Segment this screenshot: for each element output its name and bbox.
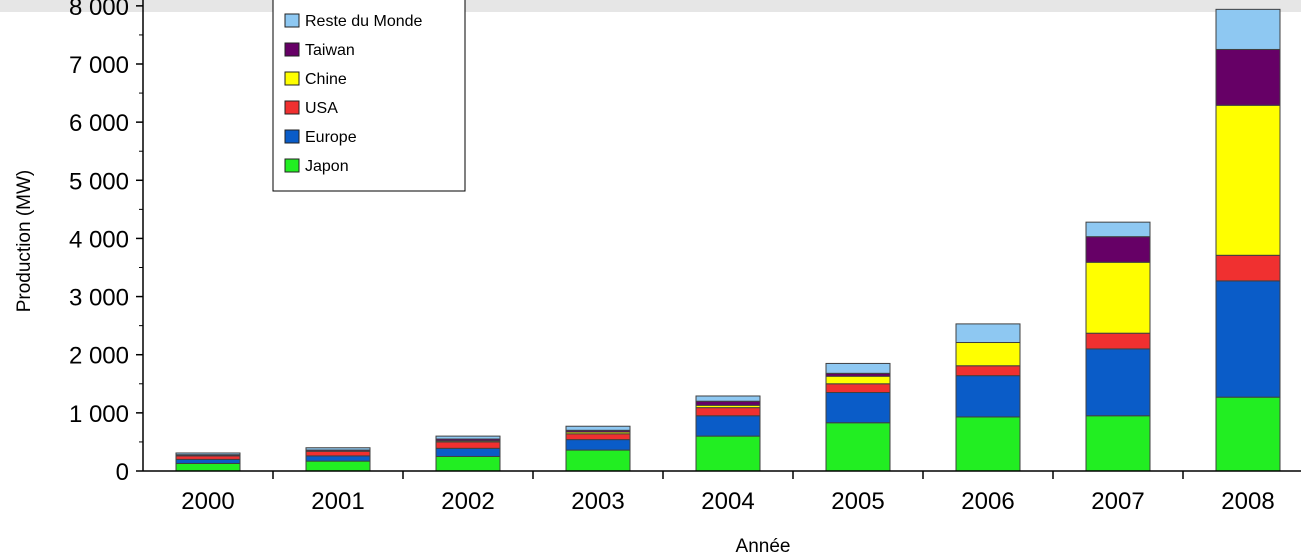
y-axis-label: Production (MW) bbox=[14, 170, 35, 313]
legend-swatch bbox=[284, 71, 300, 86]
bar-segment bbox=[305, 450, 371, 457]
legend-swatch bbox=[284, 158, 300, 173]
bar-segment bbox=[565, 449, 631, 472]
bar-segment bbox=[1215, 104, 1281, 256]
bar-segment bbox=[825, 422, 891, 472]
x-tick-label: 2001 bbox=[311, 488, 364, 515]
x-tick-label: 2005 bbox=[831, 488, 884, 515]
bar-segment bbox=[1215, 254, 1281, 282]
bar-segment bbox=[825, 383, 891, 394]
bar-segment bbox=[435, 455, 501, 472]
x-tick-label: 2008 bbox=[1221, 488, 1274, 515]
legend-swatch bbox=[284, 13, 300, 28]
legend-entry-label: Taiwan bbox=[305, 42, 355, 59]
bar-segment bbox=[305, 460, 371, 472]
y-tick-label: 1 000 bbox=[69, 401, 129, 428]
bar-segment bbox=[1085, 261, 1151, 334]
bar-segment bbox=[695, 407, 761, 417]
bar-segment bbox=[825, 392, 891, 424]
bar-segment bbox=[565, 425, 631, 431]
bar-segment bbox=[955, 323, 1021, 344]
bar-segment bbox=[955, 365, 1021, 377]
bar-segment bbox=[565, 439, 631, 451]
bar-segment bbox=[175, 452, 241, 456]
bar-segment bbox=[1215, 8, 1281, 50]
bar-segment bbox=[955, 342, 1021, 367]
y-tick-label: 2 000 bbox=[69, 343, 129, 370]
legend-box bbox=[272, 0, 466, 192]
bar-segment bbox=[1215, 280, 1281, 398]
legend-entry-label: USA bbox=[305, 100, 338, 117]
bar-segment bbox=[565, 433, 631, 441]
bar-segment bbox=[955, 416, 1021, 472]
bar-segment bbox=[305, 447, 371, 451]
bar-segment bbox=[955, 375, 1021, 418]
bars-layer bbox=[175, 8, 1281, 472]
bar-segment bbox=[435, 441, 501, 449]
top-banner bbox=[0, 0, 1301, 12]
bar-segment bbox=[175, 458, 241, 464]
bar-segment bbox=[1215, 396, 1281, 472]
x-tick-label: 2007 bbox=[1091, 488, 1144, 515]
axes-layer: 0 1 000 2 000 3 000 4 000 5 000 6 000 7 000 8 00… bbox=[69, 0, 1301, 515]
bar-segment bbox=[435, 435, 501, 440]
bar-segment bbox=[695, 395, 761, 402]
bar-segment bbox=[695, 435, 761, 472]
bar-segment bbox=[175, 462, 241, 472]
x-tick-label: 2004 bbox=[701, 488, 754, 515]
y-tick-label: 6 000 bbox=[69, 110, 129, 137]
legend-entry-label: Japon bbox=[305, 158, 349, 175]
bar-segment bbox=[695, 400, 761, 406]
bar-segment bbox=[175, 455, 241, 460]
y-tick-label: 4 000 bbox=[69, 226, 129, 253]
x-tick-label: 2000 bbox=[181, 488, 234, 515]
y-tick-label: 8 000 bbox=[69, 0, 129, 21]
bar-segment bbox=[1085, 348, 1151, 417]
x-axis-label: Année bbox=[736, 536, 791, 557]
bar-segment bbox=[1215, 48, 1281, 106]
legend-entry-label: Reste du Monde bbox=[305, 13, 423, 30]
y-tick-label: 3 000 bbox=[69, 285, 129, 312]
y-tick-label: 7 000 bbox=[69, 52, 129, 79]
legend-swatch bbox=[284, 42, 300, 57]
x-tick-label: 2002 bbox=[441, 488, 494, 515]
y-tick-label: 0 bbox=[116, 459, 129, 486]
bar-segment bbox=[435, 447, 501, 457]
bar-segment bbox=[1085, 236, 1151, 263]
bar-segment bbox=[695, 415, 761, 437]
legend-swatch bbox=[284, 100, 300, 115]
bar-segment bbox=[1085, 221, 1151, 238]
bar-segment bbox=[1085, 332, 1151, 350]
legend-entry-label: Europe bbox=[305, 129, 357, 146]
legend-swatch bbox=[284, 129, 300, 144]
bar-segment bbox=[305, 455, 371, 462]
bar-segment bbox=[1085, 415, 1151, 472]
legend-entry-label: Chine bbox=[305, 71, 347, 88]
y-tick-label: 5 000 bbox=[69, 168, 129, 195]
bar-segment bbox=[825, 375, 891, 385]
x-tick-label: 2006 bbox=[961, 488, 1014, 515]
legend: Reste du Monde Taiwan Chine USA Europe Japon bbox=[272, 0, 466, 192]
bar-segment bbox=[825, 362, 891, 374]
x-tick-label: 2003 bbox=[571, 488, 624, 515]
